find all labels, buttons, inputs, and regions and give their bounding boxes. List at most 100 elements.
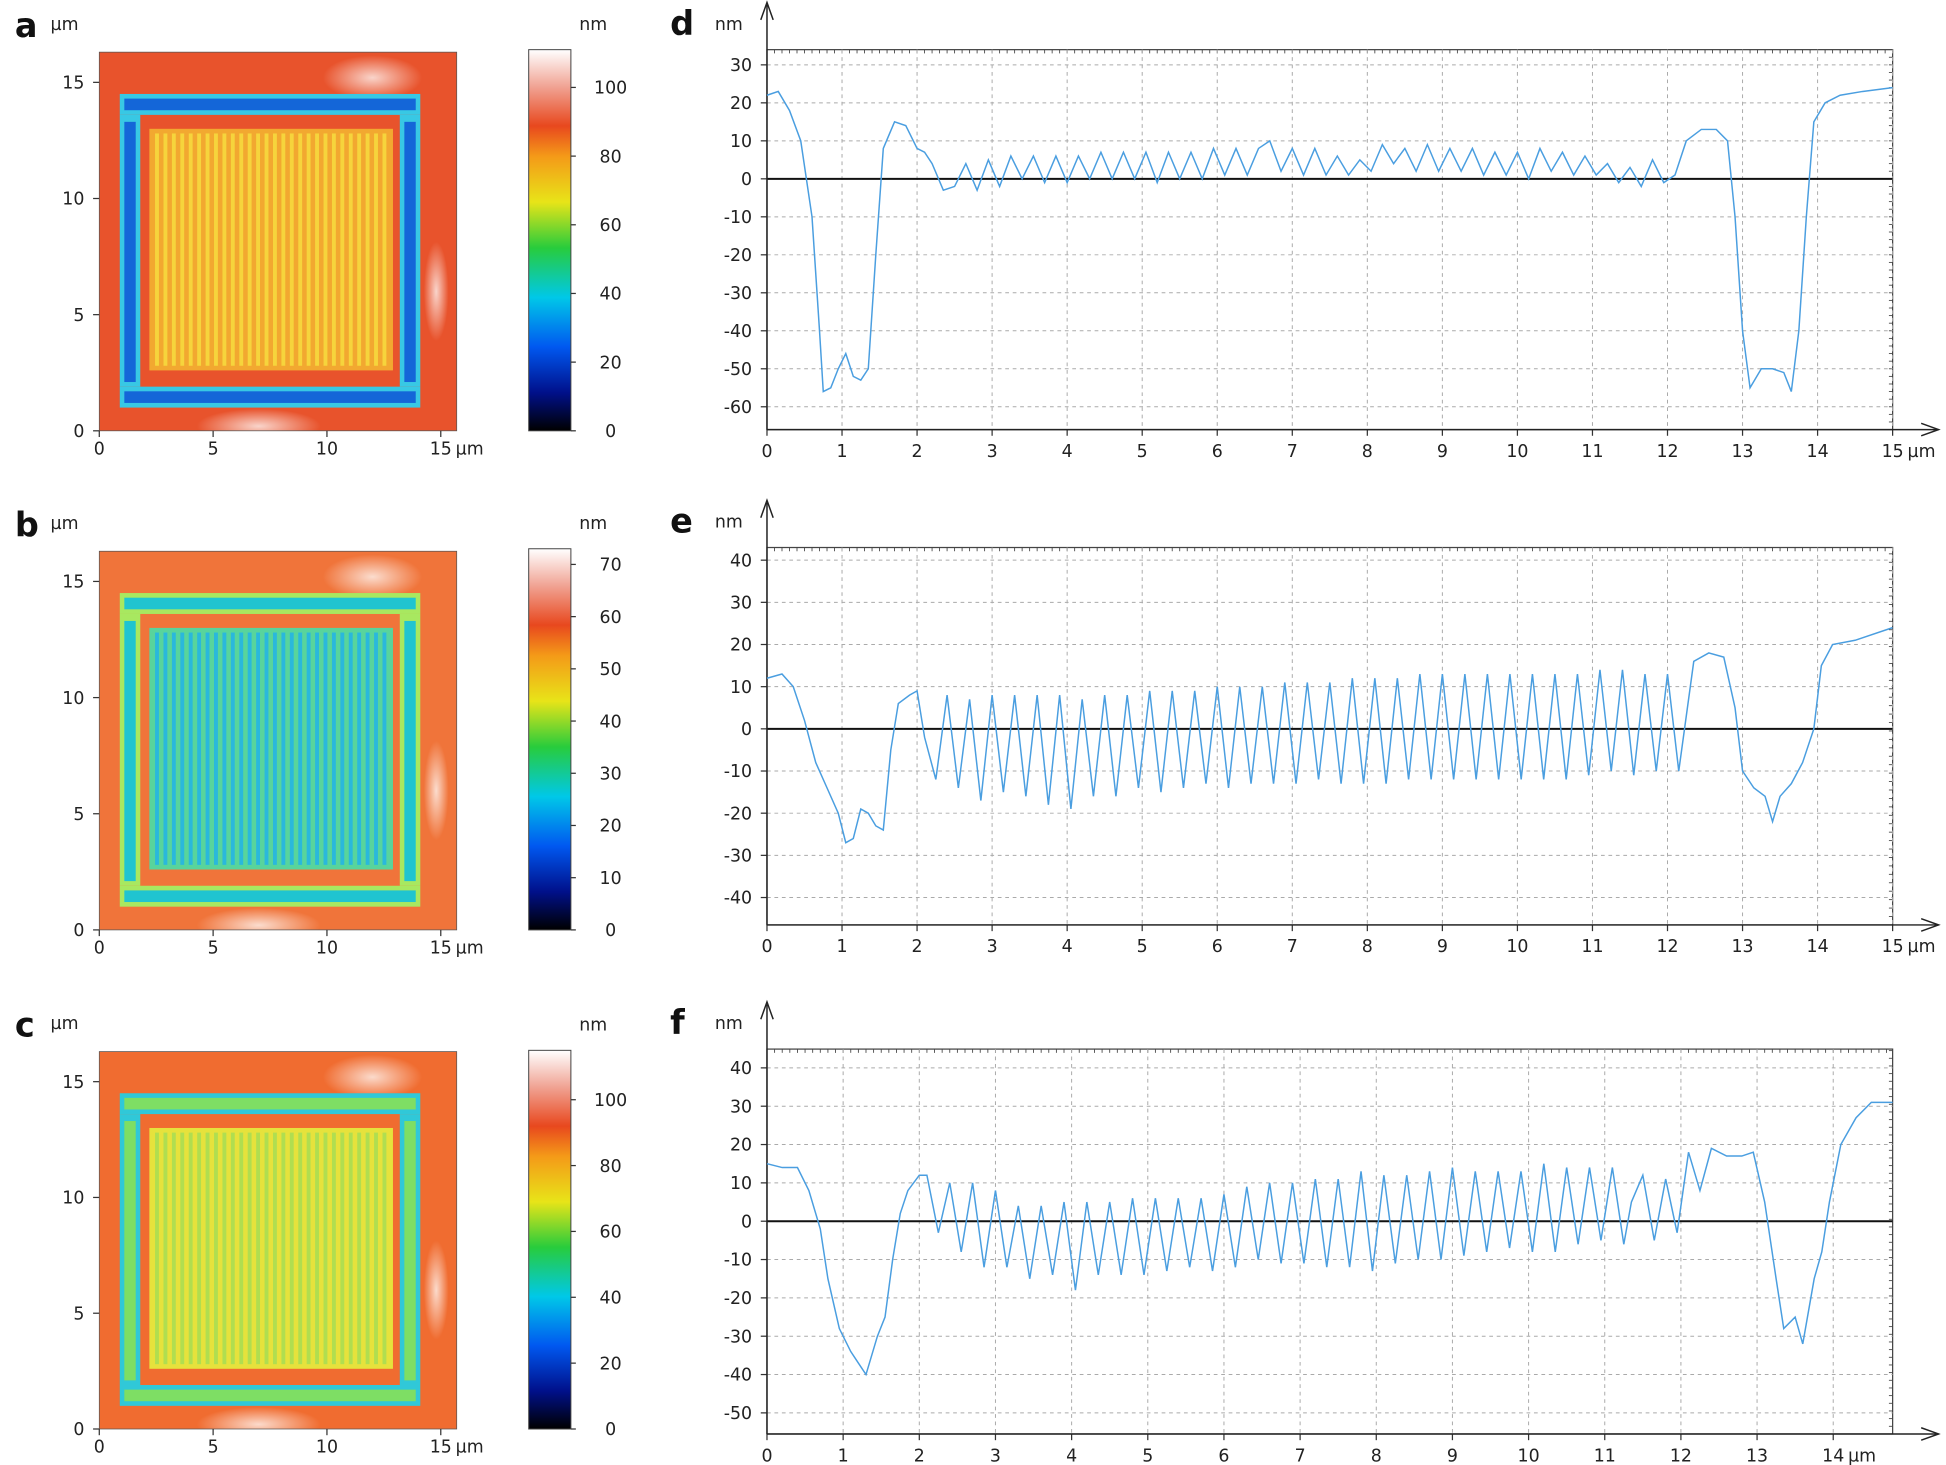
y-tick-label: 5: [73, 1304, 84, 1324]
grating-line: [281, 1132, 286, 1365]
y-tick-label: 30: [730, 1097, 752, 1117]
y-tick-label: 15: [62, 573, 84, 593]
y-tick-label: 0: [741, 720, 752, 740]
trench: [404, 121, 416, 383]
colorbar-tick-label: 50: [600, 660, 622, 680]
trench: [124, 391, 416, 403]
x-tick-label: 5: [208, 938, 219, 958]
trench: [124, 890, 416, 903]
grating-line: [340, 133, 345, 366]
grating-line: [289, 632, 294, 865]
grating-line: [298, 133, 303, 366]
grating-line: [382, 133, 387, 366]
afm-image: [99, 1051, 457, 1442]
trench: [124, 1121, 136, 1381]
y-tick-label: 30: [730, 594, 752, 614]
x-tick-label: 2: [914, 1446, 925, 1465]
x-tick-label: 4: [1062, 937, 1073, 957]
x-tick-label: 0: [761, 937, 772, 957]
y-tick-label: -20: [724, 246, 752, 266]
colorbar-tick-label: 60: [600, 1223, 622, 1243]
grating-line: [340, 632, 345, 865]
image-frame: [98, 550, 458, 931]
y-axis-unit: nm: [715, 1014, 743, 1034]
colorbar-tick-label: 100: [594, 1091, 627, 1111]
panel-label: f: [670, 1003, 685, 1042]
grating-line: [180, 133, 185, 366]
x-tick-label: 10: [316, 938, 338, 958]
haze: [196, 408, 321, 444]
grating-line: [272, 1132, 277, 1365]
grating-line: [281, 133, 286, 366]
colorbar-unit: nm: [579, 514, 607, 534]
grating-line: [197, 1132, 202, 1365]
panel-label: b: [15, 505, 39, 544]
x-tick-label: 12: [1670, 1446, 1692, 1465]
x-axis-unit: µm: [456, 1438, 484, 1458]
colorbar-tick-label: 70: [600, 556, 622, 576]
colorbar-tick-label: 0: [605, 422, 616, 442]
grating-line: [256, 1132, 261, 1365]
profile-line: [766, 86, 1893, 393]
x-tick-label: 10: [316, 1438, 338, 1458]
haze: [322, 1054, 423, 1100]
grating-line: [365, 1132, 370, 1365]
grating-line: [239, 632, 244, 865]
grating-line: [357, 133, 362, 366]
colorbar-tick-label: 80: [600, 1157, 622, 1177]
profile-line: [766, 1101, 1893, 1377]
grating-line: [323, 1132, 328, 1365]
grating-line: [214, 1132, 218, 1365]
arrow-head: [1920, 918, 1941, 932]
y-tick-label: 0: [73, 422, 84, 442]
y-tick-label: -40: [724, 1366, 752, 1386]
y-tick-label: 20: [730, 1136, 752, 1156]
x-tick-label: 0: [94, 439, 105, 459]
x-tick-label: 13: [1732, 442, 1754, 462]
x-tick-label: 15: [430, 439, 452, 459]
y-tick-label: -10: [724, 208, 752, 228]
x-tick-label: 15: [1882, 442, 1904, 462]
grating-line: [230, 1132, 235, 1365]
grating-line: [188, 1132, 193, 1365]
y-axis-unit: µm: [51, 1014, 79, 1034]
grating-line: [382, 1132, 387, 1365]
y-tick-label: -20: [724, 804, 752, 824]
x-tick-label: 15: [430, 1438, 452, 1458]
x-tick-label: 13: [1746, 1446, 1768, 1465]
grating-line: [298, 632, 303, 865]
x-tick-label: 6: [1212, 937, 1223, 957]
y-tick-label: 20: [730, 94, 752, 114]
arrow-head: [760, 999, 774, 1020]
grating-line: [163, 133, 168, 366]
x-tick-label: 14: [1822, 1446, 1844, 1465]
x-tick-label: 3: [987, 442, 998, 462]
grating-line: [289, 1132, 294, 1365]
panel-label: d: [670, 4, 694, 43]
haze: [423, 241, 449, 342]
grating-line: [306, 632, 311, 865]
grating-line: [374, 632, 378, 865]
colorbar-tick-label: 80: [600, 147, 622, 167]
y-tick-label: 10: [730, 132, 752, 152]
grating: [149, 627, 393, 870]
y-tick-label: 10: [62, 689, 84, 709]
x-tick-label: 5: [1137, 937, 1148, 957]
y-tick-label: -50: [724, 360, 752, 380]
x-tick-label: 0: [761, 1446, 772, 1465]
y-axis-unit: µm: [51, 514, 79, 534]
y-tick-label: -20: [724, 1289, 752, 1309]
haze: [196, 1406, 321, 1442]
trench: [124, 620, 136, 882]
grating-line: [272, 133, 277, 366]
colorbar: [528, 49, 572, 432]
y-tick-label: 0: [73, 921, 84, 941]
y-tick-label: 10: [730, 678, 752, 698]
grating: [149, 128, 393, 371]
grating-line: [205, 1132, 210, 1365]
colorbar-tick-label: 60: [600, 216, 622, 236]
x-tick-label: 4: [1062, 442, 1073, 462]
arrow-head: [1920, 1427, 1941, 1441]
trench: [124, 597, 416, 610]
